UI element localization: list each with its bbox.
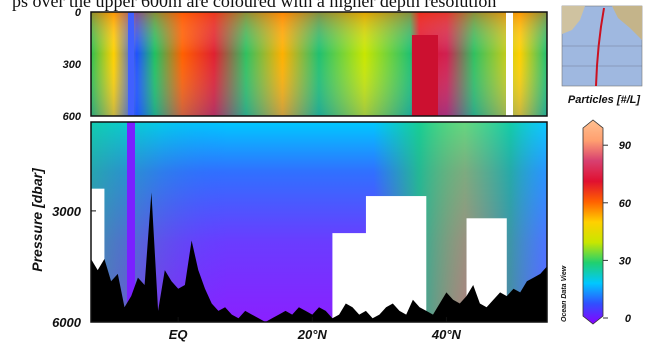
upper-y-tick-label: 600 xyxy=(63,111,82,123)
x-tick-label: EQ xyxy=(169,327,188,342)
inset-map-land-east xyxy=(612,6,642,40)
lower-panel xyxy=(91,122,547,322)
x-tick-label: 20°N xyxy=(297,327,328,342)
bathymetry-seafloor xyxy=(91,192,547,322)
upper-panel-shading xyxy=(91,12,547,116)
x-tick-label: 40°N xyxy=(431,327,462,342)
colorbar-tick-label: 90 xyxy=(619,140,632,152)
watermark-odv: Ocean Data View xyxy=(561,265,568,322)
inset-map-track xyxy=(595,7,605,87)
y-axis-ticks: 0 300 600 3000 6000 xyxy=(52,7,96,330)
colorbar xyxy=(582,119,604,325)
lower-panel-frame xyxy=(90,121,548,323)
header-caption: ps over the upper 600m are coloured with… xyxy=(12,0,497,11)
inset-map-land xyxy=(562,6,585,34)
upper-panel-column-blue xyxy=(128,12,134,116)
upper-panel-frame xyxy=(90,11,548,117)
lower-y-tick-label: 3000 xyxy=(52,204,82,219)
colorbar-tick-label: 60 xyxy=(619,198,632,210)
lower-panel-column-violet xyxy=(127,122,135,322)
upper-panel-gap xyxy=(506,12,513,116)
upper-y-tick-label: 0 xyxy=(75,7,82,19)
colorbar-tick-label: 30 xyxy=(619,255,632,267)
no-data-region xyxy=(365,196,427,322)
colorbar-ticks: 90 60 30 0 xyxy=(603,140,632,325)
upper-panel-column-red xyxy=(412,35,438,116)
upper-y-tick-label: 300 xyxy=(63,59,82,71)
lower-y-tick-label: 6000 xyxy=(52,315,82,330)
inset-map xyxy=(561,5,643,87)
colorbar-bar xyxy=(582,119,604,325)
upper-panel xyxy=(91,12,547,116)
x-axis-ticks: EQ 20°N 40°N xyxy=(169,317,462,342)
y-axis-label: Pressure [dbar] xyxy=(29,167,45,272)
colorbar-tick-label: 0 xyxy=(625,313,632,325)
colorbar-title: Particles [#/L] xyxy=(568,94,640,106)
